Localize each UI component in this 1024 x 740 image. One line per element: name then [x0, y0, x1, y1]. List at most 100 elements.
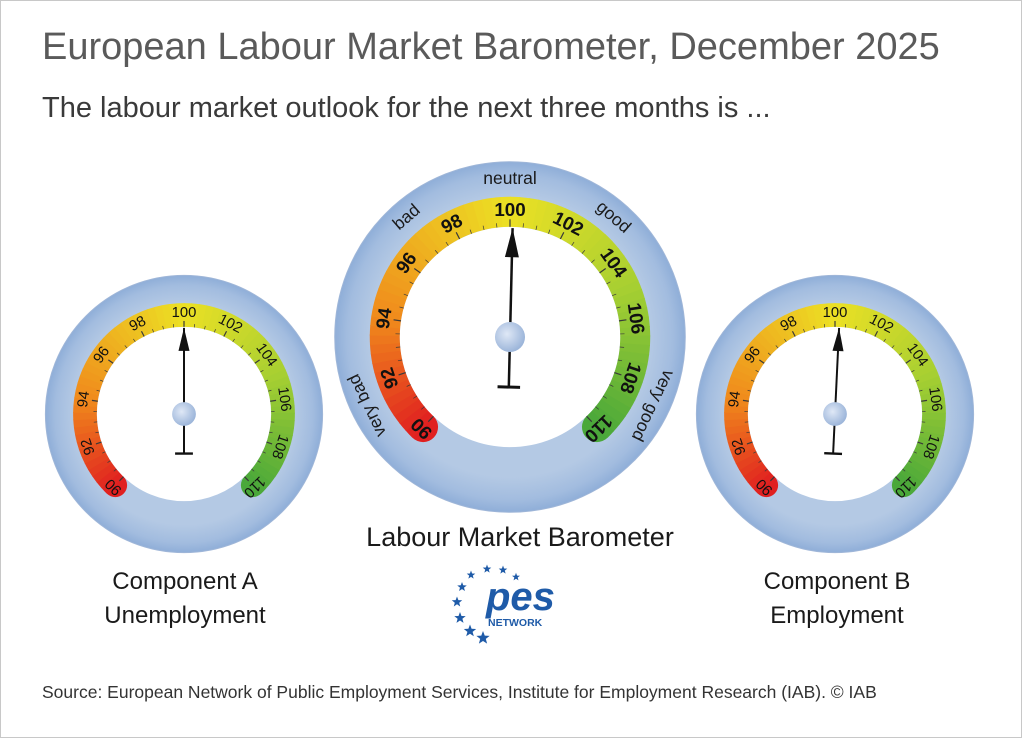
- gauge-tick: [496, 223, 498, 228]
- gauge-tick: [559, 232, 565, 240]
- gauge-band-segment: [79, 368, 105, 385]
- gauge-hub: [823, 402, 847, 426]
- gauge-tick: [913, 451, 917, 454]
- gauge-band-segment: [911, 362, 937, 380]
- logo-star: [476, 631, 490, 644]
- gauge-needle: [175, 327, 193, 455]
- caption-main-line-1: Labour Market Barometer: [366, 522, 674, 552]
- gauge-tick: [445, 241, 449, 246]
- gauge-tick: [99, 379, 104, 382]
- gauge-band-segment: [414, 227, 442, 257]
- gauge-tick: [421, 406, 425, 410]
- gauge-band-segment: [238, 327, 260, 351]
- gauge-tick: [874, 330, 879, 337]
- gauge-band-segment: [895, 472, 918, 494]
- gauge-band-segment: [759, 327, 781, 351]
- gauge-tick: [775, 345, 779, 349]
- gauge-tick: [482, 225, 485, 230]
- gauge-band-segment: [269, 424, 295, 436]
- gauge-tick: [270, 399, 277, 402]
- gauge-tick: [899, 352, 903, 356]
- gauge-tick: [548, 229, 551, 234]
- gauge-tick: [406, 384, 411, 387]
- gauge-band-segment: [154, 305, 168, 331]
- caption-b-line-1: Component B: [763, 568, 911, 595]
- gauge-tick: [254, 359, 261, 364]
- logo-star: [466, 570, 476, 579]
- gauge-tick: [264, 379, 269, 382]
- gauge-tick: [425, 259, 429, 263]
- gauge-tick: [107, 359, 114, 364]
- gauge-tick: [891, 345, 895, 349]
- gauge-needle-head: [178, 327, 190, 351]
- gauge-band-segment: [884, 323, 906, 347]
- logo-star: [498, 565, 508, 574]
- gauge-tick: [95, 441, 102, 445]
- gauge-tick: [616, 306, 621, 309]
- gauge-band-segment: [613, 288, 645, 308]
- gauge-tick: [758, 359, 765, 364]
- gauge-tick: [895, 476, 901, 482]
- gauge-tick: [248, 352, 252, 356]
- gauge-band-segment: [894, 332, 917, 355]
- gauge-tick: [398, 371, 406, 376]
- gauge-tick: [791, 330, 796, 337]
- gauge-band-segment: [147, 306, 162, 332]
- gauge-band-segment: [735, 452, 760, 471]
- gauge-tick-label: 106: [925, 386, 944, 413]
- gauge-band-segment: [743, 462, 767, 483]
- gauge-band-segment: [619, 343, 650, 356]
- gauge-tick: [921, 399, 928, 402]
- gauge-tick: [767, 352, 771, 356]
- gauge-tick: [803, 328, 805, 333]
- gauge-band-segment: [728, 375, 754, 390]
- gauge-tick: [240, 345, 244, 349]
- gauge-tick: [102, 451, 106, 454]
- gauge-hub: [494, 321, 526, 353]
- gauge-band-segment: [251, 463, 276, 484]
- gauge-tick: [614, 371, 622, 376]
- gauge-tick: [855, 325, 857, 330]
- gauge-tick: [162, 325, 164, 330]
- gauge-band-segment: [921, 418, 946, 429]
- gauge-band-segment: [573, 222, 599, 252]
- gauge-tick: [118, 476, 124, 482]
- gauge-band-segment: [798, 306, 813, 332]
- gauge-band-segment: [393, 398, 424, 424]
- gauge-band-segment: [852, 305, 866, 331]
- gauge-band-segment: [858, 307, 873, 333]
- gauge-tick: [571, 241, 575, 246]
- gauge-band-segment: [84, 452, 109, 471]
- gauge-band-segment: [77, 375, 103, 390]
- gauge-band-segment: [92, 462, 116, 483]
- gauge-tick: [746, 431, 750, 434]
- source-note: Source: European Network of Public Emplo…: [42, 682, 877, 702]
- gauge-band-segment: [730, 368, 756, 385]
- pes-network-logo: pes NETWORK: [451, 564, 555, 644]
- gauge-tick: [267, 389, 272, 392]
- gauge-tick: [758, 460, 762, 463]
- gauge-band-segment: [255, 458, 280, 478]
- logo-star: [454, 612, 466, 623]
- gauge-band-segment: [73, 418, 98, 428]
- gauge-tick: [232, 338, 235, 342]
- gauge-tick: [753, 451, 757, 454]
- gauge-needle: [824, 327, 844, 456]
- gauge-band-segment: [532, 199, 549, 232]
- gauge-tick-label: 98: [127, 313, 149, 335]
- gauge-tick: [750, 379, 755, 382]
- gauge-tick: [813, 325, 815, 330]
- gauge-band-segment: [733, 361, 759, 379]
- gauge-tick: [469, 229, 472, 234]
- gauge-band-segment: [539, 201, 558, 234]
- gauge-tick: [397, 359, 403, 362]
- gauge-band-segment: [384, 385, 416, 409]
- gauge-tick: [591, 259, 595, 263]
- gauge-band-segment: [422, 221, 448, 252]
- gauge-tick: [915, 379, 920, 382]
- gauge-tick: [606, 281, 611, 285]
- gauge-band-segment: [724, 418, 749, 428]
- gauge-band-segment: [906, 458, 931, 478]
- gauge-tick: [764, 468, 768, 472]
